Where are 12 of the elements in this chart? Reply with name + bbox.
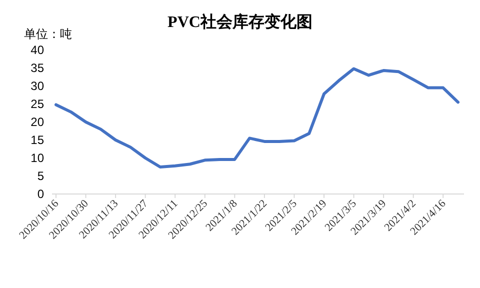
y-tick-label: 5 bbox=[37, 169, 44, 183]
y-tick-label: 15 bbox=[30, 133, 44, 147]
line-series bbox=[54, 67, 460, 168]
y-tick-label: 40 bbox=[30, 43, 44, 57]
y-tick-label: 25 bbox=[30, 97, 44, 111]
y-axis-title: 单位：吨 bbox=[24, 27, 72, 41]
y-tick-label: 20 bbox=[30, 115, 44, 129]
y-tick-label: 10 bbox=[30, 151, 44, 165]
chart-title: PVC社会库存变化图 bbox=[168, 13, 312, 31]
y-tick-label: 30 bbox=[30, 79, 44, 93]
y-tick-label: 0 bbox=[37, 187, 44, 201]
y-tick-label: 35 bbox=[30, 61, 44, 75]
